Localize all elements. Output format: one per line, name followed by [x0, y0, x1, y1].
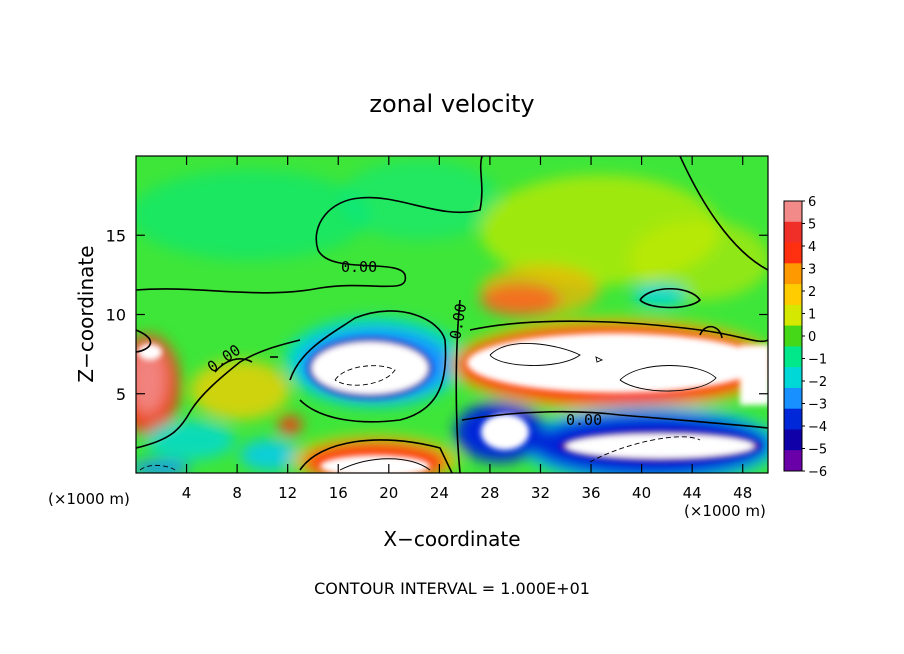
colorbar-swatch — [784, 325, 802, 347]
colorbar-label: 6 — [808, 195, 816, 210]
y-axis-label: Z−coordinate — [74, 245, 98, 382]
x-tick-label: 12 — [278, 484, 297, 502]
x-unit-left: (×1000 m) — [48, 490, 130, 508]
colorbar-label: 5 — [808, 218, 816, 233]
colorbar-swatch — [784, 201, 802, 223]
x-tick-label: 8 — [232, 484, 242, 502]
contour-labels: 0.00 0.00 0.00 0.00 — [204, 258, 602, 429]
colorbar-label: 3 — [808, 263, 816, 278]
colorbar-swatch — [784, 450, 802, 472]
colorbar-swatch — [784, 408, 802, 430]
contour-lines-fine — [139, 343, 717, 471]
contour-label: 0.00 — [341, 258, 377, 276]
colorbar-label: −2 — [808, 375, 827, 390]
colorbar-label: −6 — [808, 465, 827, 480]
y-tick-label: 5 — [116, 385, 126, 404]
colorbar-label: 2 — [808, 285, 816, 300]
colorbar-label: 0 — [808, 330, 816, 345]
colorbar-swatch — [784, 263, 802, 285]
contour-interval-note: CONTOUR INTERVAL = 1.000E+01 — [314, 579, 590, 598]
x-tick-label: 28 — [480, 484, 499, 502]
x-tick-label: 44 — [683, 484, 702, 502]
colorbar-swatch — [784, 221, 802, 244]
colorbar-label: 4 — [808, 240, 816, 255]
x-tick-label: 32 — [531, 484, 550, 502]
x-tick-label: 48 — [733, 484, 752, 502]
x-axis-label: X−coordinate — [383, 527, 520, 551]
colorbar-label: −5 — [808, 443, 827, 458]
x-tick-label: 40 — [632, 484, 651, 502]
chart-title: zonal velocity — [369, 90, 534, 118]
x-tick-label: 16 — [329, 484, 348, 502]
x-tick-label: 24 — [430, 484, 449, 502]
colorbar-swatch — [784, 242, 802, 264]
x-unit-right: (×1000 m) — [684, 502, 766, 520]
contour-label: 0.00 — [566, 411, 602, 429]
x-axis: 4 8 12 16 20 24 28 32 36 40 44 48 — [182, 156, 752, 502]
velocity-field — [136, 156, 768, 473]
y-axis: 5 10 15 — [106, 226, 768, 404]
y-tick-label: 15 — [106, 226, 126, 245]
colorbar-swatch — [784, 284, 802, 306]
x-tick-label: 36 — [581, 484, 600, 502]
colorbar-label: −4 — [808, 420, 827, 435]
colorbar-swatch — [784, 367, 802, 389]
contour-lines — [136, 156, 768, 473]
x-tick-label: 4 — [182, 484, 192, 502]
colorbar-label: −3 — [808, 398, 827, 413]
contour-label: 0.00 — [446, 302, 470, 341]
colorbar-swatch — [784, 304, 802, 327]
y-tick-label: 10 — [106, 306, 126, 325]
colorbar: 6 5 4 3 2 1 0 −1 −2 −3 −4 −5 −6 — [783, 195, 827, 480]
colorbar-swatch — [784, 387, 802, 410]
colorbar-swatch — [784, 346, 802, 368]
colorbar-label: −1 — [808, 353, 827, 368]
colorbar-label: 1 — [808, 308, 816, 323]
x-tick-label: 20 — [379, 484, 398, 502]
colorbar-swatch — [784, 429, 802, 451]
